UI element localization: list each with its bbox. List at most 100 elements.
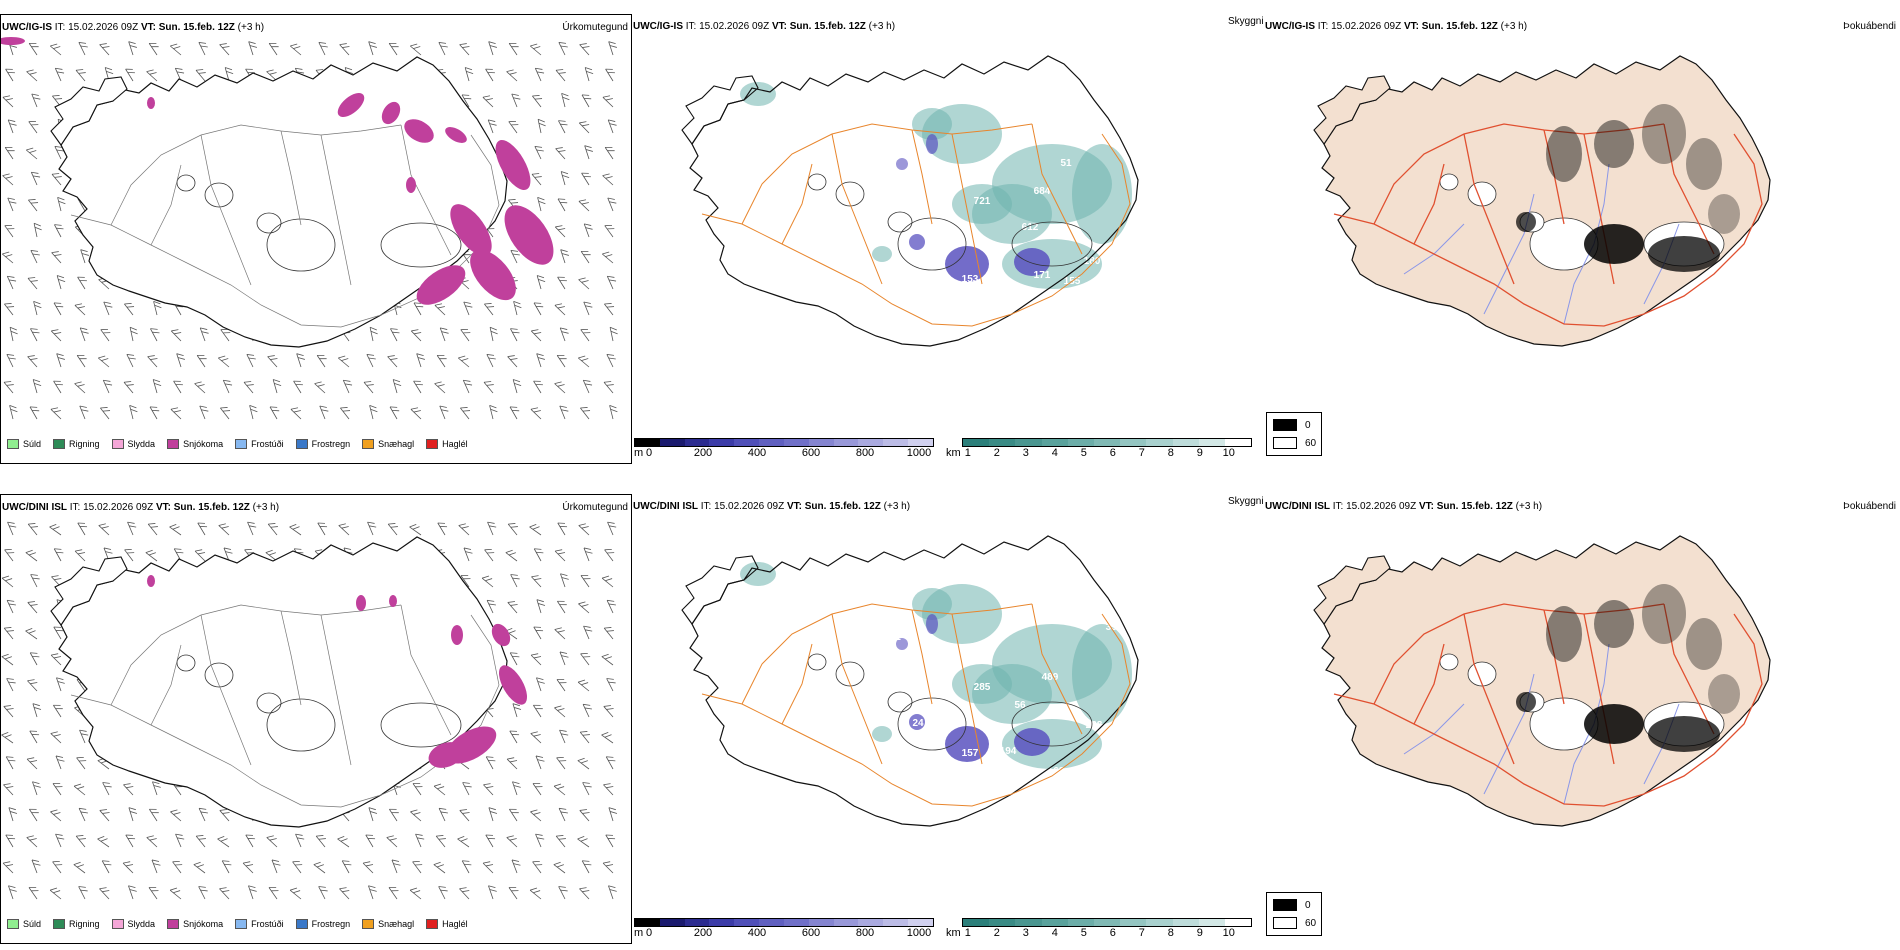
- barb-flag: [124, 303, 132, 305]
- barb-flag: [9, 889, 17, 892]
- wind-barb: [249, 405, 258, 420]
- wind-barb: [530, 407, 542, 420]
- legend-item: Slydda: [111, 919, 155, 929]
- barb-shaft: [1, 656, 14, 666]
- barb-flag: [533, 656, 542, 659]
- barb-flag: [6, 756, 14, 758]
- legend-label: Snæhagl: [378, 919, 415, 929]
- road-line: [781, 163, 813, 245]
- barb-shaft: [53, 380, 62, 394]
- barb-flag: [8, 759, 16, 762]
- wind-barb: [198, 42, 208, 56]
- barb-flag: [530, 887, 538, 891]
- barb-flag: [557, 384, 565, 387]
- wind-barb: [485, 756, 496, 770]
- legend-label: Súld: [23, 919, 42, 929]
- barb-flag: [388, 886, 397, 888]
- forecast-row-dini-isl: UWC/DINI ISL IT: 15.02.2026 09Z VT: Sun.…: [0, 480, 1900, 950]
- barb-flag: [554, 783, 562, 787]
- barb-shaft: [578, 525, 590, 536]
- barb-flag: [555, 147, 563, 149]
- barb-flag: [509, 730, 518, 732]
- wind-barb: [99, 887, 110, 900]
- barb-shaft: [292, 861, 302, 874]
- barb-flag: [9, 201, 17, 204]
- barb-flag: [459, 43, 467, 45]
- barb-flag: [370, 330, 378, 335]
- barb-flag: [412, 782, 421, 784]
- barb-shaft: [508, 43, 518, 56]
- road-line: [1543, 609, 1565, 705]
- barb-flag: [9, 405, 17, 409]
- barb-shaft: [582, 782, 590, 796]
- barb-shaft: [413, 380, 422, 394]
- barb-flag: [317, 522, 326, 524]
- barb-flag: [434, 783, 442, 787]
- colorbar-tick: 1: [964, 927, 971, 939]
- barb-shaft: [146, 837, 158, 848]
- barb-flag: [512, 703, 520, 707]
- barb-shaft: [315, 835, 326, 848]
- barb-shaft: [4, 225, 14, 238]
- barb-shaft: [604, 303, 614, 316]
- barb-shaft: [558, 886, 566, 900]
- colorbar-cell: [1015, 919, 1042, 926]
- barb-flag: [342, 860, 350, 862]
- barb-shaft: [512, 703, 518, 718]
- barb-shaft: [580, 575, 590, 588]
- barb-shaft: [76, 679, 86, 692]
- wind-barb: [99, 809, 110, 822]
- barb-shaft: [554, 550, 566, 562]
- barb-flag: [482, 95, 491, 98]
- barb-flag: [582, 782, 590, 784]
- barb-flag: [30, 280, 38, 282]
- wind-barb: [558, 42, 568, 56]
- barb-shaft: [6, 276, 14, 290]
- wind-barb: [337, 835, 350, 848]
- barb-shaft: [290, 45, 302, 56]
- barb-flag: [248, 41, 256, 45]
- wind-barb: [148, 42, 159, 56]
- wind-barb: [604, 224, 615, 238]
- barb-flag: [488, 357, 496, 360]
- barb-flag: [27, 757, 35, 760]
- barb-shaft: [529, 526, 542, 536]
- barb-flag: [317, 384, 325, 387]
- barb-flag: [197, 354, 205, 356]
- colorbar-tick: 6: [1109, 447, 1116, 459]
- barb-flag: [580, 653, 588, 655]
- barb-shaft: [555, 148, 566, 160]
- wind-barb: [269, 406, 280, 420]
- barb-flag: [77, 276, 85, 278]
- vt-value: Sun. 15.feb. 12Z: [1436, 501, 1513, 512]
- barb-shaft: [434, 304, 446, 316]
- barb-shaft: [199, 327, 206, 342]
- wind-barb: [410, 809, 422, 822]
- barb-shaft: [606, 354, 614, 368]
- wind-barb: [607, 119, 617, 134]
- wind-barb: [513, 301, 522, 316]
- model-name: UWC/DINI ISL: [2, 502, 67, 513]
- barb-flag: [28, 199, 36, 201]
- barb-flag: [104, 863, 112, 866]
- cloud-base-label: 20: [888, 152, 900, 163]
- wind-barb: [218, 523, 230, 536]
- wind-barb: [487, 521, 497, 536]
- barb-flag: [489, 405, 497, 409]
- barb-flag: [7, 521, 15, 524]
- colorbar-cell: [1224, 919, 1252, 926]
- barb-shaft: [560, 249, 566, 264]
- wind-barb: [439, 327, 449, 342]
- wind-barb: [577, 835, 590, 848]
- wind-barb: [246, 354, 256, 368]
- wind-barb: [245, 834, 256, 848]
- cloud-base-label: 194: [1000, 746, 1017, 757]
- colorbar-cell: [1198, 919, 1225, 926]
- barb-flag: [51, 653, 59, 656]
- cloud-base-label: 489: [1042, 672, 1059, 683]
- barb-flag: [294, 548, 302, 550]
- barb-flag: [559, 682, 567, 684]
- colorbar-tick: 400: [747, 447, 767, 459]
- barb-flag: [583, 301, 591, 304]
- barb-shaft: [578, 200, 590, 212]
